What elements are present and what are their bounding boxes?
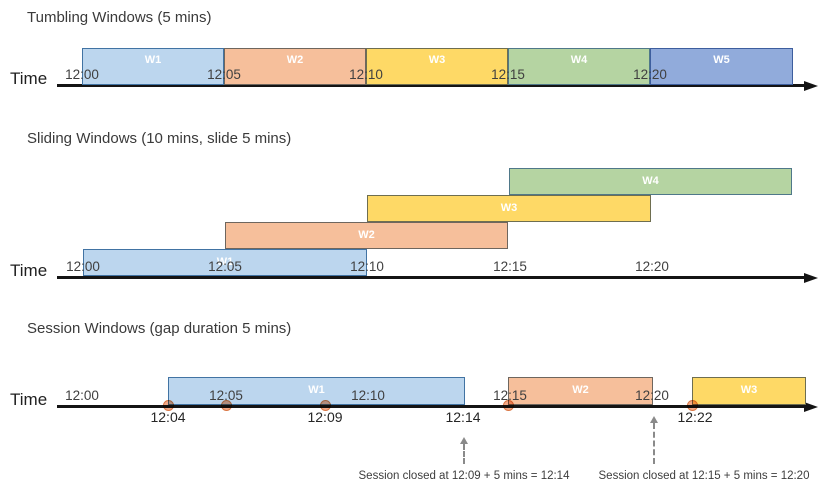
sliding-window-w2: W2 bbox=[225, 222, 508, 249]
event-dot bbox=[162, 399, 174, 411]
session-event-label-12-09: 12:09 bbox=[307, 409, 343, 425]
sliding-window-w3: W3 bbox=[367, 195, 651, 222]
sliding-window-w4: W4 bbox=[509, 168, 792, 195]
tumbling-window-w3: W3 bbox=[366, 48, 508, 85]
tumbling-window-w5-label: W5 bbox=[713, 54, 730, 66]
sliding-window-w2-label: W2 bbox=[358, 229, 375, 241]
sliding-tick-12-05: 12:05 bbox=[208, 259, 242, 274]
session-time-axis-label: Time bbox=[10, 390, 48, 409]
tumbling-axis-arrow-icon bbox=[804, 80, 818, 91]
sliding-axis-line bbox=[57, 276, 806, 279]
session-tick-12-00: 12:00 bbox=[65, 388, 99, 403]
session-axis-line bbox=[57, 405, 806, 408]
tumbling-tick-12-20: 12:20 bbox=[633, 67, 667, 82]
tumbling-window-w4-label: W4 bbox=[570, 54, 588, 66]
tumbling-time-axis-label: Time bbox=[10, 69, 48, 88]
sliding-tick-12-20: 12:20 bbox=[635, 259, 669, 274]
tumbling-title: Tumbling Windows (5 mins) bbox=[27, 9, 212, 26]
session-close-annotation-2: Session closed at 12:15 + 5 mins = 12:20 bbox=[598, 470, 810, 482]
tumbling-tick-12-15: 12:15 bbox=[491, 67, 525, 82]
session-close-arrow-1-icon bbox=[459, 437, 468, 464]
session-window-w3: W3 bbox=[692, 377, 806, 405]
session-window-w3-label: W3 bbox=[740, 384, 758, 396]
sliding-tick-12-15: 12:15 bbox=[493, 259, 527, 274]
session-tick-12-15: 12:15 bbox=[493, 388, 527, 403]
tumbling-window-w4: W4 bbox=[508, 48, 650, 85]
session-close-arrow-2-icon bbox=[649, 416, 658, 464]
sliding-title: Sliding Windows (10 mins, slide 5 mins) bbox=[27, 130, 292, 147]
sliding-window-w1-label: W1 bbox=[216, 256, 234, 268]
tumbling-window-w3-label: W3 bbox=[428, 54, 446, 66]
event-dot bbox=[502, 399, 514, 411]
sliding-axis-arrow-icon bbox=[804, 272, 818, 283]
session-close-annotation-1: Session closed at 12:09 + 5 mins = 12:14 bbox=[358, 470, 570, 482]
event-dot bbox=[319, 399, 331, 411]
session-tick-12-20: 12:20 bbox=[635, 388, 669, 403]
tumbling-tick-12-05: 12:05 bbox=[207, 67, 241, 82]
tumbling-axis-line bbox=[57, 84, 806, 87]
session-window-w1: W1 bbox=[168, 377, 465, 405]
session-event-label-12-14: 12:14 bbox=[445, 409, 481, 425]
tumbling-window-w2-label: W2 bbox=[286, 54, 304, 66]
event-dot bbox=[686, 399, 698, 411]
session-event-label-12-22: 12:22 bbox=[677, 409, 713, 425]
session-window-w2-label: W2 bbox=[572, 384, 589, 396]
tumbling-tick-12-00: 12:00 bbox=[65, 67, 99, 82]
tumbling-window-w1-label: W1 bbox=[144, 54, 162, 66]
session-event-label-12-04: 12:04 bbox=[150, 409, 186, 425]
sliding-tick-12-10: 12:10 bbox=[350, 259, 384, 274]
session-window-w1-label: W1 bbox=[308, 384, 325, 396]
session-axis-arrow-icon bbox=[804, 401, 818, 412]
sliding-window-w3-label: W3 bbox=[500, 202, 518, 214]
session-title: Session Windows (gap duration 5 mins) bbox=[27, 320, 292, 337]
tumbling-window-w5: W5 bbox=[650, 48, 793, 85]
tumbling-window-w1: W1 bbox=[82, 48, 224, 85]
session-tick-12-05: 12:05 bbox=[209, 388, 243, 403]
sliding-window-w4-label: W4 bbox=[642, 175, 659, 187]
event-dot bbox=[220, 399, 232, 411]
sliding-window-w1: W1 bbox=[83, 249, 367, 276]
sliding-time-axis-label: Time bbox=[10, 261, 48, 280]
sliding-tick-12-00: 12:00 bbox=[66, 259, 100, 274]
session-window-w2: W2 bbox=[508, 377, 653, 405]
tumbling-tick-12-10: 12:10 bbox=[349, 67, 383, 82]
tumbling-window-w2: W2 bbox=[224, 48, 366, 85]
session-tick-12-10: 12:10 bbox=[351, 388, 385, 403]
